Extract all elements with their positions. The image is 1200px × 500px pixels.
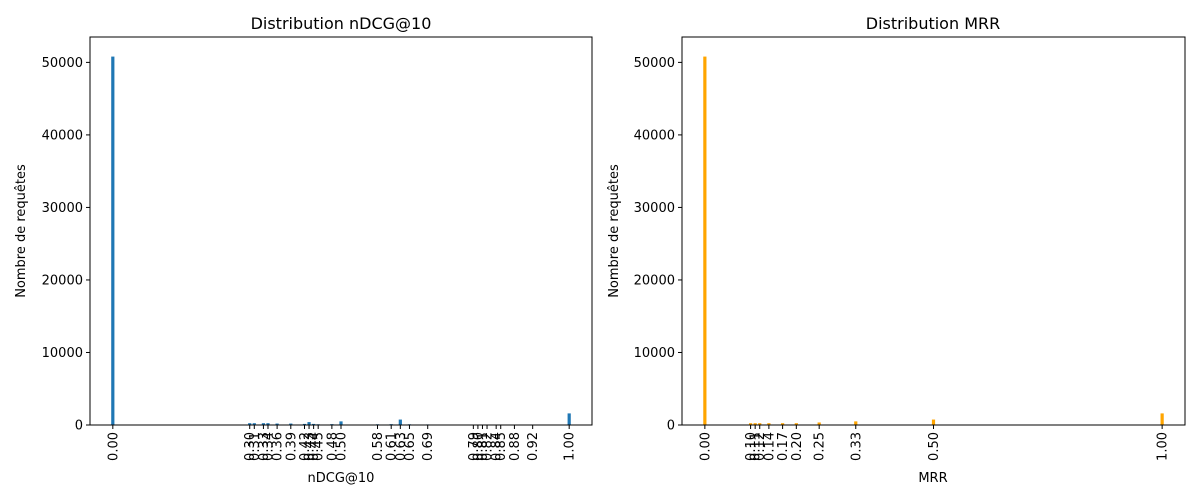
ndcg-bar — [266, 423, 270, 425]
mrr-x-tick-label: 0.50 — [927, 432, 942, 461]
ndcg-x-tick-label: 0.45 — [312, 432, 327, 461]
mrr-y-tick-label: 40000 — [634, 128, 675, 143]
ndcg-bar — [302, 423, 307, 425]
ndcg-x-tick-label: 0.36 — [271, 432, 286, 461]
ndcg-x-tick-label: 0.88 — [508, 432, 523, 461]
ndcg-x-tick-label: 0.48 — [325, 432, 340, 461]
ndcg-bar — [261, 423, 266, 425]
ndcg-x-tick-label: 0.82 — [481, 432, 496, 461]
mrr-y-axis-label: Nombre de requêtes — [607, 164, 622, 298]
ndcg-x-tick-label: 0.63 — [394, 432, 409, 461]
ndcg-chart-title: Distribution nDCG@10 — [251, 14, 432, 33]
ndcg-x-tick-label: 0.50 — [335, 432, 350, 461]
ndcg-plot-frame — [89, 36, 593, 426]
mrr-chart-title: Distribution MRR — [866, 14, 1000, 33]
ndcg-y-tick-label: 0 — [75, 419, 83, 434]
mrr-x-tick-label: 1.00 — [1156, 432, 1171, 461]
ndcg-x-tick-label: 0.34 — [261, 432, 276, 461]
ndcg-x-axis-label: nDCG@10 — [308, 471, 375, 486]
mrr-x-ticks: 0.00 0.100.110.120.140.170.20 0.25 0.33 0.50… — [698, 425, 1171, 461]
ndcg-x-tick-label: 0.84 — [490, 432, 505, 461]
mrr-x-tick-label: 0.33 — [849, 432, 864, 461]
mrr-x-tick-label: 0.12 — [753, 432, 768, 461]
mrr-x-axis-label: MRR — [918, 471, 947, 486]
ndcg-bar — [111, 56, 115, 426]
ndcg-x-tick-label: 0.30 — [243, 432, 258, 461]
ndcg-bar — [312, 423, 316, 425]
mrr-bars — [703, 56, 1164, 426]
ndcg-x-tick-label: 0.61 — [385, 432, 400, 461]
mrr-plot-frame — [681, 36, 1186, 426]
ndcg-bar — [248, 423, 252, 425]
mrr-y-tick-label: 50000 — [634, 56, 675, 71]
mrr-x-tick-label: 0.00 — [698, 432, 713, 461]
ndcg-x-tick-label: 0.81 — [476, 432, 491, 461]
mrr-y-tick-label: 10000 — [634, 346, 675, 361]
mrr-bar — [767, 423, 771, 425]
ndcg-bar — [307, 422, 311, 425]
mrr-bar — [753, 423, 757, 425]
ndcg-y-tick-label: 10000 — [42, 346, 83, 361]
mrr-bar — [854, 421, 858, 425]
ndcg-x-tick-label: 0.65 — [403, 432, 418, 461]
mrr-x-tick-label: 0.20 — [790, 432, 805, 461]
ndcg-x-tick-label: 0.58 — [371, 432, 386, 461]
ndcg-x-tick-label: 1.00 — [563, 432, 578, 461]
ndcg-y-tick-label: 30000 — [42, 201, 83, 216]
mrr-bar — [794, 423, 798, 425]
ndcg-y-tick-label: 20000 — [42, 273, 83, 288]
mrr-bar — [817, 422, 821, 425]
ndcg-x-ticks: 0.00 0.300.310.330.340.360.390.420.430.44… — [106, 425, 578, 461]
ndcg-bar — [567, 413, 571, 425]
mrr-y-tick-label: 0 — [667, 419, 675, 434]
ndcg-x-tick-label: 0.43 — [303, 432, 318, 461]
ndcg-x-tick-label: 0.33 — [257, 432, 272, 461]
ndcg-bar — [398, 419, 402, 425]
ndcg-bar — [275, 423, 279, 425]
ndcg-y-tick-label: 50000 — [42, 56, 83, 71]
mrr-bar — [781, 423, 785, 425]
mrr-chart-panel: Distribution MRR MRR Nombre de requêtes … — [607, 14, 1186, 486]
mrr-bar — [931, 419, 936, 425]
mrr-x-tick-label: 0.17 — [776, 432, 791, 461]
mrr-bar — [703, 56, 707, 426]
ndcg-x-tick-label: 0.00 — [106, 432, 121, 461]
mrr-y-tick-label: 20000 — [634, 273, 675, 288]
ndcg-x-tick-label: 0.92 — [526, 432, 541, 461]
mrr-x-tick-label: 0.11 — [749, 432, 764, 461]
ndcg-x-tick-label: 0.69 — [421, 432, 436, 461]
ndcg-x-tick-label: 0.42 — [298, 432, 313, 461]
mrr-x-tick-label: 0.25 — [813, 432, 828, 461]
mrr-y-tick-label: 30000 — [634, 201, 675, 216]
mrr-bar — [1160, 413, 1164, 425]
ndcg-x-tick-label: 0.31 — [248, 432, 263, 461]
ndcg-y-axis-label: Nombre de requêtes — [14, 164, 29, 298]
ndcg-x-tick-label: 0.39 — [284, 432, 299, 461]
ndcg-bar — [289, 423, 293, 425]
ndcg-y-tick-label: 40000 — [42, 128, 83, 143]
mrr-x-tick-label: 0.14 — [762, 432, 777, 461]
ndcg-x-tick-label: 0.85 — [494, 432, 509, 461]
ndcg-bar — [339, 421, 343, 425]
ndcg-x-tick-label: 0.80 — [471, 432, 486, 461]
ndcg-x-tick-label: 0.44 — [307, 432, 322, 461]
mrr-x-tick-label: 0.10 — [744, 432, 759, 461]
ndcg-bars — [111, 56, 571, 426]
ndcg-chart-panel: Distribution nDCG@10 nDCG@10 Nombre de r… — [14, 14, 593, 486]
ndcg-x-tick-label: 0.79 — [467, 432, 482, 461]
ndcg-y-ticks: 0 10000 20000 30000 40000 50000 — [42, 56, 90, 434]
mrr-bar — [748, 423, 753, 425]
ndcg-bar — [252, 423, 256, 425]
mrr-bar — [758, 423, 762, 425]
mrr-y-ticks: 0 10000 20000 30000 40000 50000 — [634, 56, 682, 434]
